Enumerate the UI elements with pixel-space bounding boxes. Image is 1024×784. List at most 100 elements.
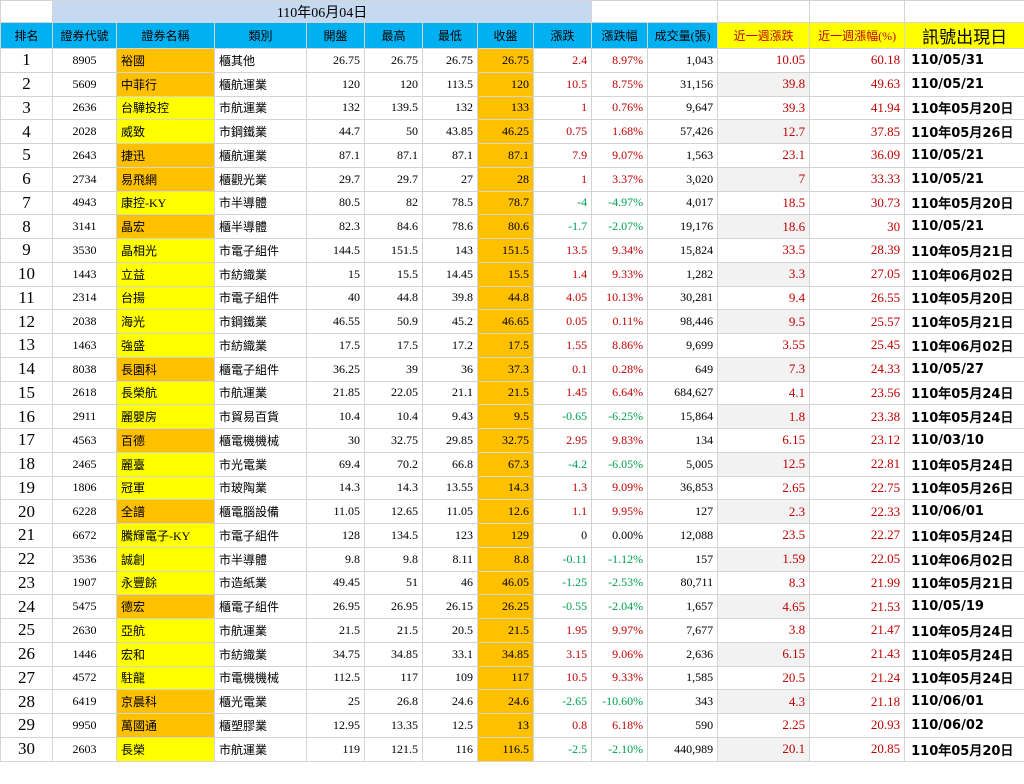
signal-date-cell: 110/05/21 [904,143,1024,168]
open-price-cell: 40 [306,285,365,311]
signal-date-cell: 110/05/21 [904,214,1024,239]
open-price-cell: 128 [306,523,365,548]
stock-name-cell: 德宏 [116,594,215,619]
change-cell: 1 [532,166,593,192]
category-cell: 市航運業 [214,736,307,762]
change-percent-cell: -2.53% [591,570,649,596]
rank-cell: 13 [0,333,53,358]
change-percent-cell: 9.06% [591,641,649,667]
high-price-cell: 26.8 [364,689,423,714]
low-price-cell: 116 [422,736,478,762]
volume-cell: 15,864 [647,404,719,429]
change-percent-cell: 1.68% [591,119,649,144]
open-price-cell: 29.7 [306,166,365,192]
open-price-cell: 9.8 [306,546,365,572]
volume-cell: 1,563 [647,143,719,168]
week-percent-cell: 22.33 [809,499,906,524]
stock-code-cell: 2314 [52,285,117,311]
open-price-cell: 25 [306,689,365,714]
change-percent-cell: 8.86% [591,333,649,358]
close-price-cell: 24.6 [477,689,534,714]
open-price-cell: 82.3 [306,214,365,239]
low-price-cell: 109 [422,665,478,691]
category-cell: 市電子組件 [214,285,307,311]
signal-date-cell: 110年05月20日 [904,190,1024,216]
table-row: 27 4572 駐龍 市電機機械 112.5 117 109 117 10.5 9.33% 1,58… [0,665,1024,691]
rank-cell: 26 [0,641,53,667]
week-change-cell: 12.5 [717,451,811,477]
stock-name-cell: 萬國通 [116,713,215,738]
high-price-cell: 139.5 [364,95,423,121]
table-row: 17 4563 百德 櫃電機機械 30 32.75 29.85 32.75 2.95 9.83% 1… [0,428,1024,453]
change-percent-cell: 10.13% [591,285,649,311]
stock-name-cell: 長榮航 [116,380,215,406]
stock-name-cell: 誠創 [116,546,215,572]
change-percent-cell: 0.28% [591,356,649,382]
table-row: 21 6672 騰輝電子-KY 市電子組件 128 134.5 123 129 0 0.00% 12… [0,523,1024,548]
change-percent-cell: -2.07% [591,214,649,239]
rank-cell: 6 [0,166,53,192]
category-cell: 市鋼鐵業 [214,119,307,144]
stock-ranking-table: 110年06月04日 排名 證券代號 證券名稱 類別 開盤 最高 最低 收盤 漲跌 漲跌幅 成交量(… [0,0,1024,762]
change-cell: 0.75 [532,119,593,144]
stock-name-cell: 永豐餘 [116,570,215,596]
week-percent-cell: 22.75 [809,475,906,501]
close-price-cell: 133 [477,95,534,121]
low-price-cell: 46 [422,570,478,596]
open-price-cell: 21.85 [306,380,365,406]
change-cell: 2.4 [532,48,593,73]
category-cell: 市造紙業 [214,570,307,596]
high-price-cell: 12.65 [364,499,423,524]
low-price-cell: 113.5 [422,71,478,97]
table-row: 26 1446 宏和 市紡織業 34.75 34.85 33.1 34.85 3.15 9.06%… [0,641,1024,667]
low-price-cell: 8.11 [422,546,478,572]
column-header: 開盤 [306,22,365,49]
open-price-cell: 12.95 [306,713,365,738]
change-percent-cell: 9.33% [591,665,649,691]
category-cell: 市玻陶業 [214,475,307,501]
week-percent-cell: 23.12 [809,428,906,453]
stock-code-cell: 4563 [52,428,117,453]
signal-date-cell: 110/06/02 [904,713,1024,738]
stock-name-cell: 冠軍 [116,475,215,501]
open-price-cell: 46.55 [306,309,365,334]
rank-cell: 12 [0,309,53,334]
week-percent-cell: 36.09 [809,143,906,168]
week-percent-cell: 21.53 [809,594,906,619]
volume-cell: 80,711 [647,570,719,596]
week-percent-cell: 30.73 [809,190,906,216]
stock-name-cell: 海光 [116,309,215,334]
signal-date-cell: 110年06月02日 [904,261,1024,287]
volume-cell: 4,017 [647,190,719,216]
high-price-cell: 70.2 [364,451,423,477]
rank-cell: 16 [0,404,53,429]
stock-name-cell: 台揚 [116,285,215,311]
category-cell: 櫃半導體 [214,214,307,239]
signal-date-cell: 110年05月24日 [904,523,1024,548]
category-cell: 市電子組件 [214,238,307,263]
stock-name-cell: 立益 [116,261,215,287]
stock-name-cell: 京晨科 [116,689,215,714]
week-percent-cell: 23.56 [809,380,906,406]
change-cell: 1.1 [532,499,593,524]
change-cell: 7.9 [532,143,593,168]
stock-code-cell: 1907 [52,570,117,596]
change-cell: -2.65 [532,689,593,714]
signal-date-cell: 110年05月21日 [904,570,1024,596]
stock-code-cell: 2636 [52,95,117,121]
header-row: 排名 證券代號 證券名稱 類別 開盤 最高 最低 收盤 漲跌 漲跌幅 成交量(張) 近一週漲跌 近一週漲… [0,22,1024,49]
high-price-cell: 10.4 [364,404,423,429]
week-change-cell: 4.65 [717,594,811,619]
close-price-cell: 120 [477,71,534,97]
table-row: 6 2734 易飛網 櫃觀光業 29.7 29.7 27 28 1 3.37% 3,020 7 33.3… [0,166,1024,192]
week-change-cell: 2.25 [717,713,811,738]
change-cell: -1.7 [532,214,593,239]
week-change-cell: 9.5 [717,309,811,334]
week-change-cell: 20.1 [717,736,811,762]
stock-name-cell: 長園科 [116,356,215,382]
week-percent-cell: 60.18 [809,48,906,73]
table-row: 3 2636 台驊投控 市航運業 132 139.5 132 133 1 0.76% 9,647 39… [0,95,1024,121]
volume-cell: 127 [647,499,719,524]
category-cell: 櫃電腦設備 [214,499,307,524]
open-price-cell: 26.95 [306,594,365,619]
